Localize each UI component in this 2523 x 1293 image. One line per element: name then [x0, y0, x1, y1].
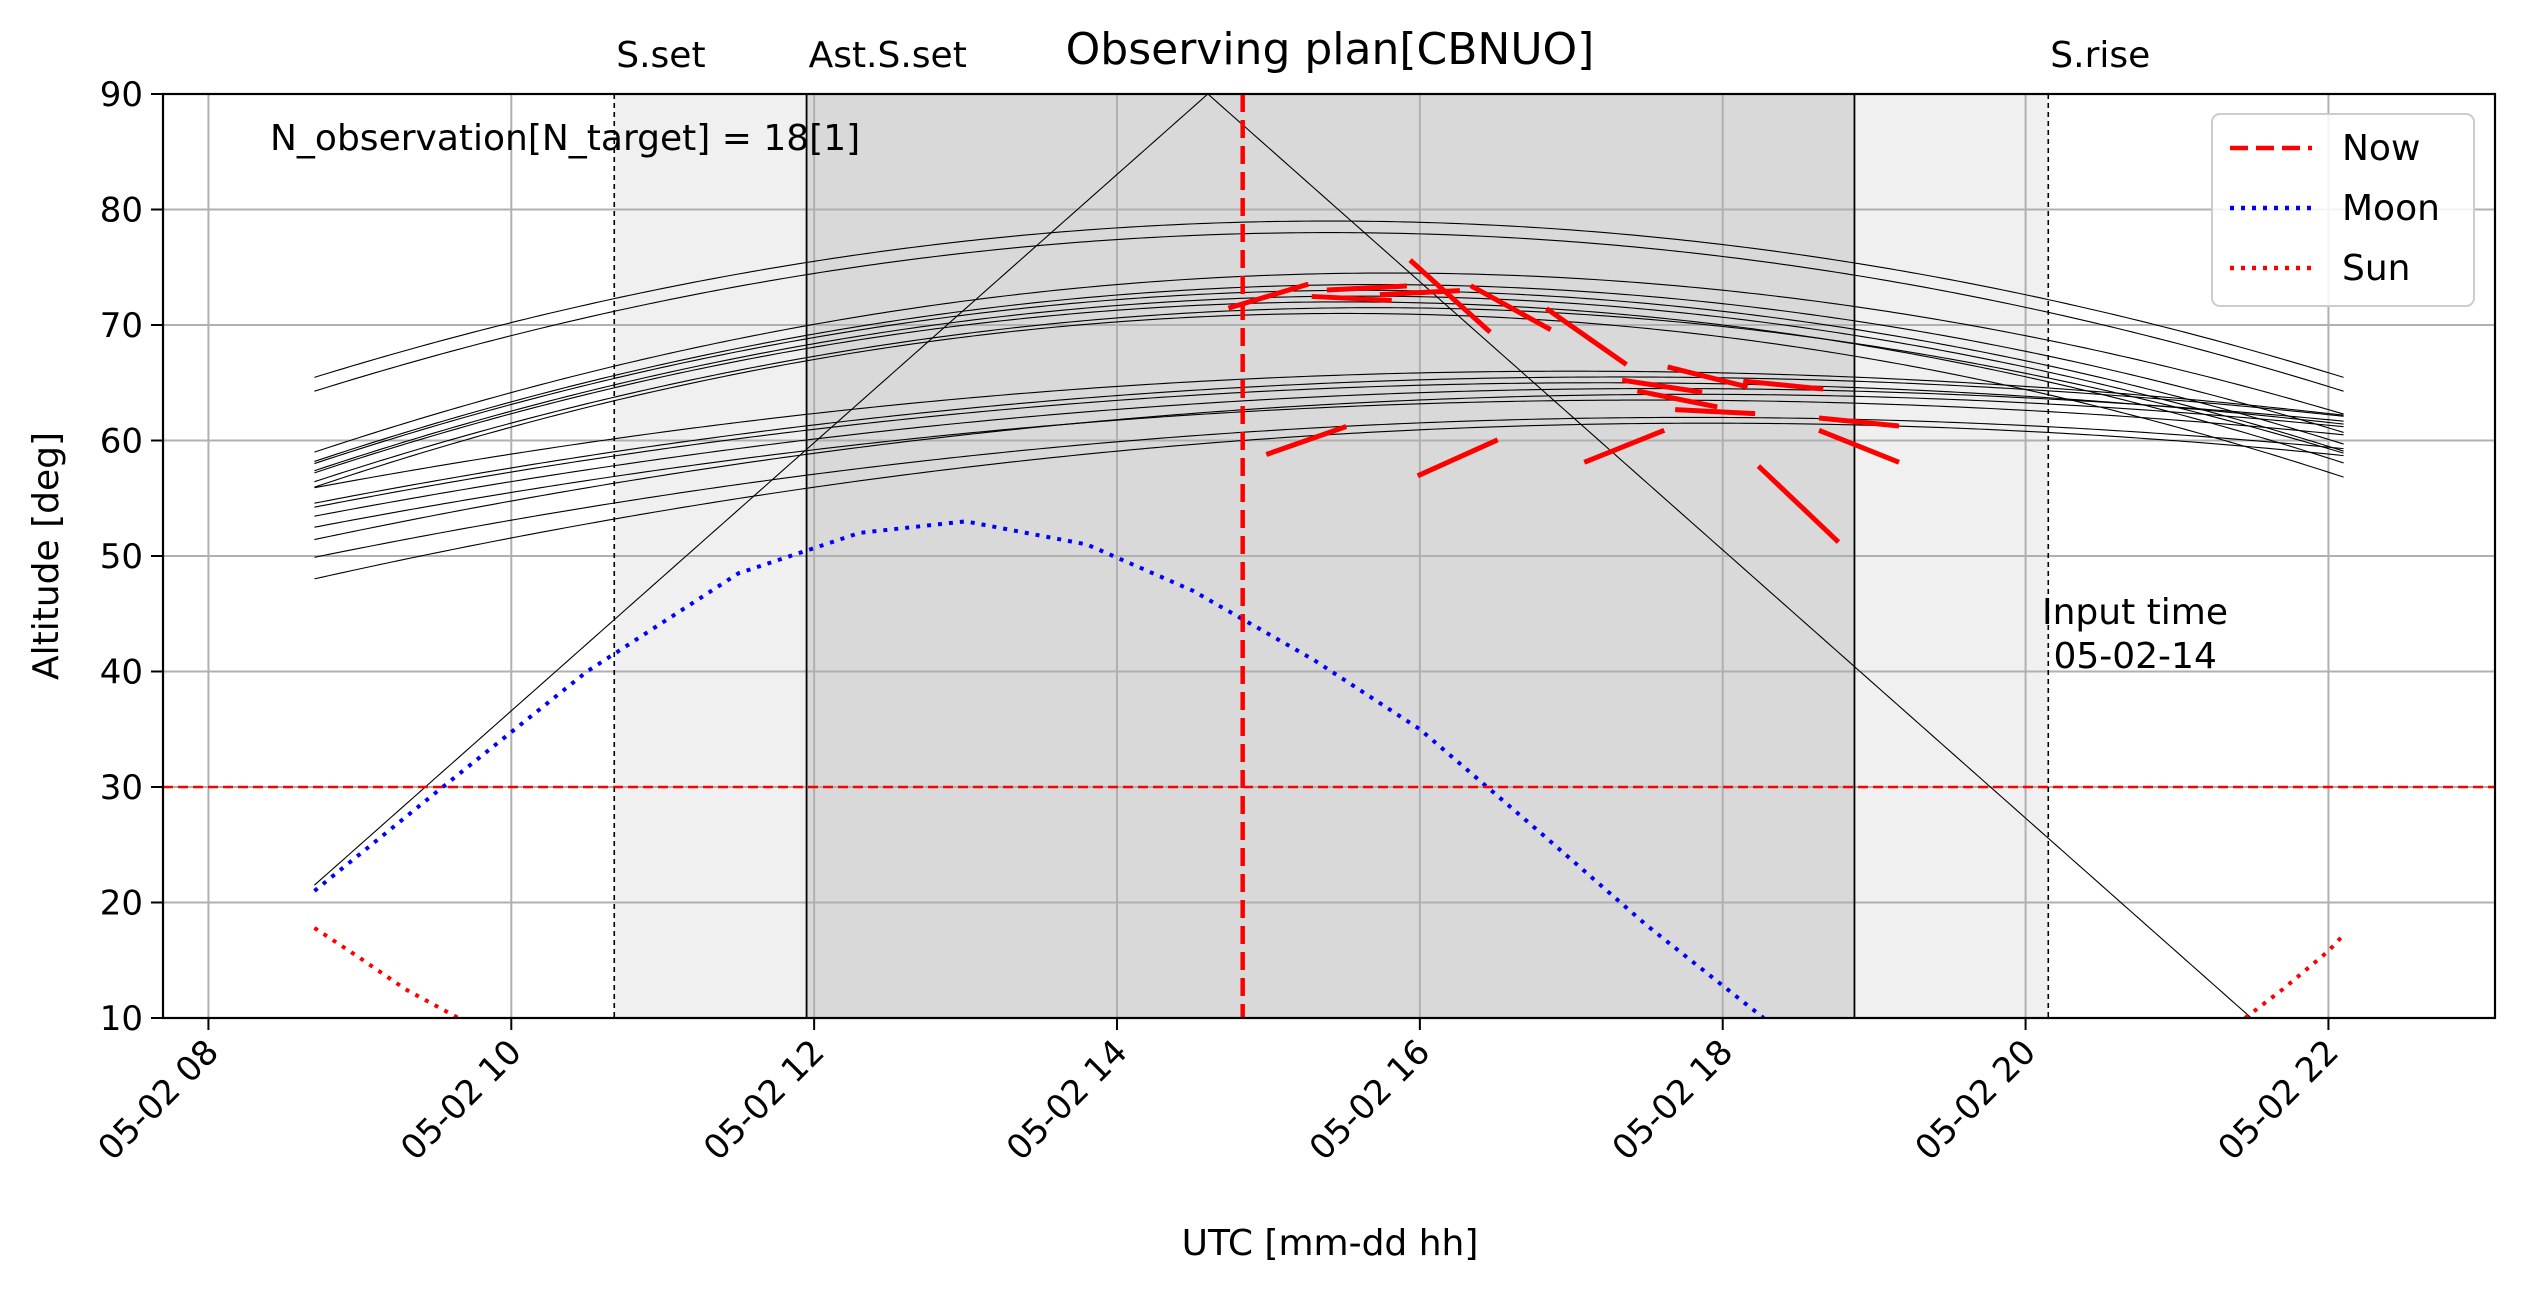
y-axis-ticks: 10 20 30 40 50 60 70 80 90	[100, 75, 163, 1039]
sun-curve	[313, 926, 2346, 1018]
input-time-annotation: Input time 05-02-14	[2042, 592, 2228, 677]
input-time-line: Input time	[2042, 592, 2228, 633]
y-axis-label: Altitude [deg]	[26, 432, 67, 680]
target-curve	[314, 301, 2344, 474]
observation-segment	[1408, 258, 1492, 334]
event-label: S.set	[616, 35, 705, 76]
y-tick-label: 90	[100, 75, 143, 115]
legend-label: Moon	[2342, 188, 2440, 229]
target-curve	[314, 220, 2344, 378]
target-curve	[314, 307, 2344, 483]
observation-segment	[1636, 388, 1718, 410]
legend-label: Now	[2342, 128, 2420, 169]
y-tick-label: 10	[100, 999, 143, 1039]
observation-segment	[1265, 424, 1348, 457]
observation-segment	[1621, 377, 1703, 395]
target-curve	[314, 399, 2344, 528]
y-tick-label: 50	[100, 537, 143, 577]
y-tick-label: 80	[100, 191, 143, 231]
observation-segments	[1227, 258, 1900, 544]
observation-segment	[1227, 281, 1310, 311]
observation-segment	[1469, 283, 1552, 332]
observation-segment	[1326, 283, 1407, 293]
y-tick-label: 20	[100, 884, 143, 924]
observation-segment	[1311, 293, 1392, 303]
observation-segment	[1416, 437, 1499, 479]
target-curve	[314, 94, 2253, 1018]
observation-segment	[1675, 407, 1756, 417]
target-curve	[314, 393, 2344, 541]
x-axis-label: UTC [mm-dd hh]	[1182, 1223, 1479, 1264]
legend-box	[2211, 113, 2475, 307]
y-tick-label: 40	[100, 653, 143, 693]
target-curve	[314, 272, 2344, 453]
observation-segment	[1743, 378, 1824, 392]
event-label: Ast.S.set	[809, 35, 967, 76]
observation-segment	[1666, 364, 1749, 390]
target-curve	[314, 376, 2344, 504]
target-curve	[314, 382, 2344, 508]
target-curve	[314, 284, 2344, 462]
observation-segment	[1818, 427, 1900, 465]
y-tick-label: 60	[100, 422, 143, 462]
observation-segment	[1756, 464, 1841, 544]
chart-title: Observing plan[CBNUO]	[1066, 24, 1595, 75]
y-tick-label: 30	[100, 768, 143, 808]
target-curve	[314, 370, 2344, 489]
observation-segment	[1583, 427, 1666, 465]
legend-label: Sun	[2342, 248, 2410, 289]
legend: Now Moon Sun	[2211, 113, 2475, 307]
target-curve	[314, 232, 2344, 392]
observation-segment	[1818, 415, 1900, 429]
observation-segment	[1544, 306, 1628, 367]
event-lines	[613, 94, 2050, 1018]
event-label: S.rise	[2050, 35, 2150, 76]
target-curve	[314, 387, 2344, 517]
y-tick-label: 70	[100, 306, 143, 346]
event-labels: S.set Ast.S.set S.rise	[616, 35, 2150, 76]
input-time-line: 05-02-14	[2042, 636, 2217, 677]
sun-line	[2243, 933, 2346, 1018]
target-curve	[314, 416, 2344, 558]
observation-count-annotation: N_observation[N_target] = 18[1]	[270, 118, 860, 159]
